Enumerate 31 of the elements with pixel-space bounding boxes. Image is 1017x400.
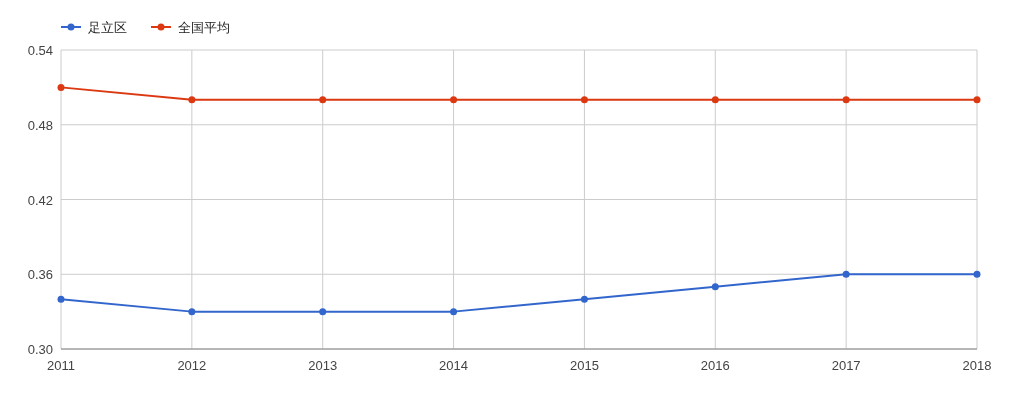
x-tick-label: 2012 bbox=[177, 358, 207, 373]
point bbox=[188, 308, 196, 316]
point bbox=[711, 96, 719, 104]
point bbox=[188, 96, 196, 104]
point bbox=[580, 96, 588, 104]
point bbox=[842, 96, 850, 104]
point bbox=[711, 283, 719, 291]
x-tick-label: 2016 bbox=[700, 358, 730, 373]
x-tick-label: 2017 bbox=[831, 358, 861, 373]
x-tick-label: 2015 bbox=[569, 358, 599, 373]
x-tick-label: 2014 bbox=[439, 358, 469, 373]
x-tick-label: 2018 bbox=[962, 358, 992, 373]
point bbox=[973, 96, 981, 104]
y-tick-label: 0.42 bbox=[27, 192, 53, 208]
point bbox=[57, 83, 65, 91]
point bbox=[450, 96, 458, 104]
y-tick-label: 0.36 bbox=[27, 267, 53, 283]
y-tick-label: 0.48 bbox=[27, 117, 53, 133]
point bbox=[319, 308, 327, 316]
x-tick-label: 2013 bbox=[308, 358, 338, 373]
point bbox=[842, 270, 850, 278]
point bbox=[450, 308, 458, 316]
point bbox=[973, 270, 981, 278]
y-tick-label: 0.30 bbox=[27, 342, 53, 357]
point bbox=[57, 295, 65, 303]
legend-label: 足立区 bbox=[88, 20, 127, 35]
legend-label: 全国平均 bbox=[178, 20, 230, 35]
x-tick-label: 2011 bbox=[47, 358, 75, 373]
y-tick-label: 0.54 bbox=[27, 43, 53, 58]
point bbox=[580, 295, 588, 303]
point bbox=[319, 96, 327, 104]
